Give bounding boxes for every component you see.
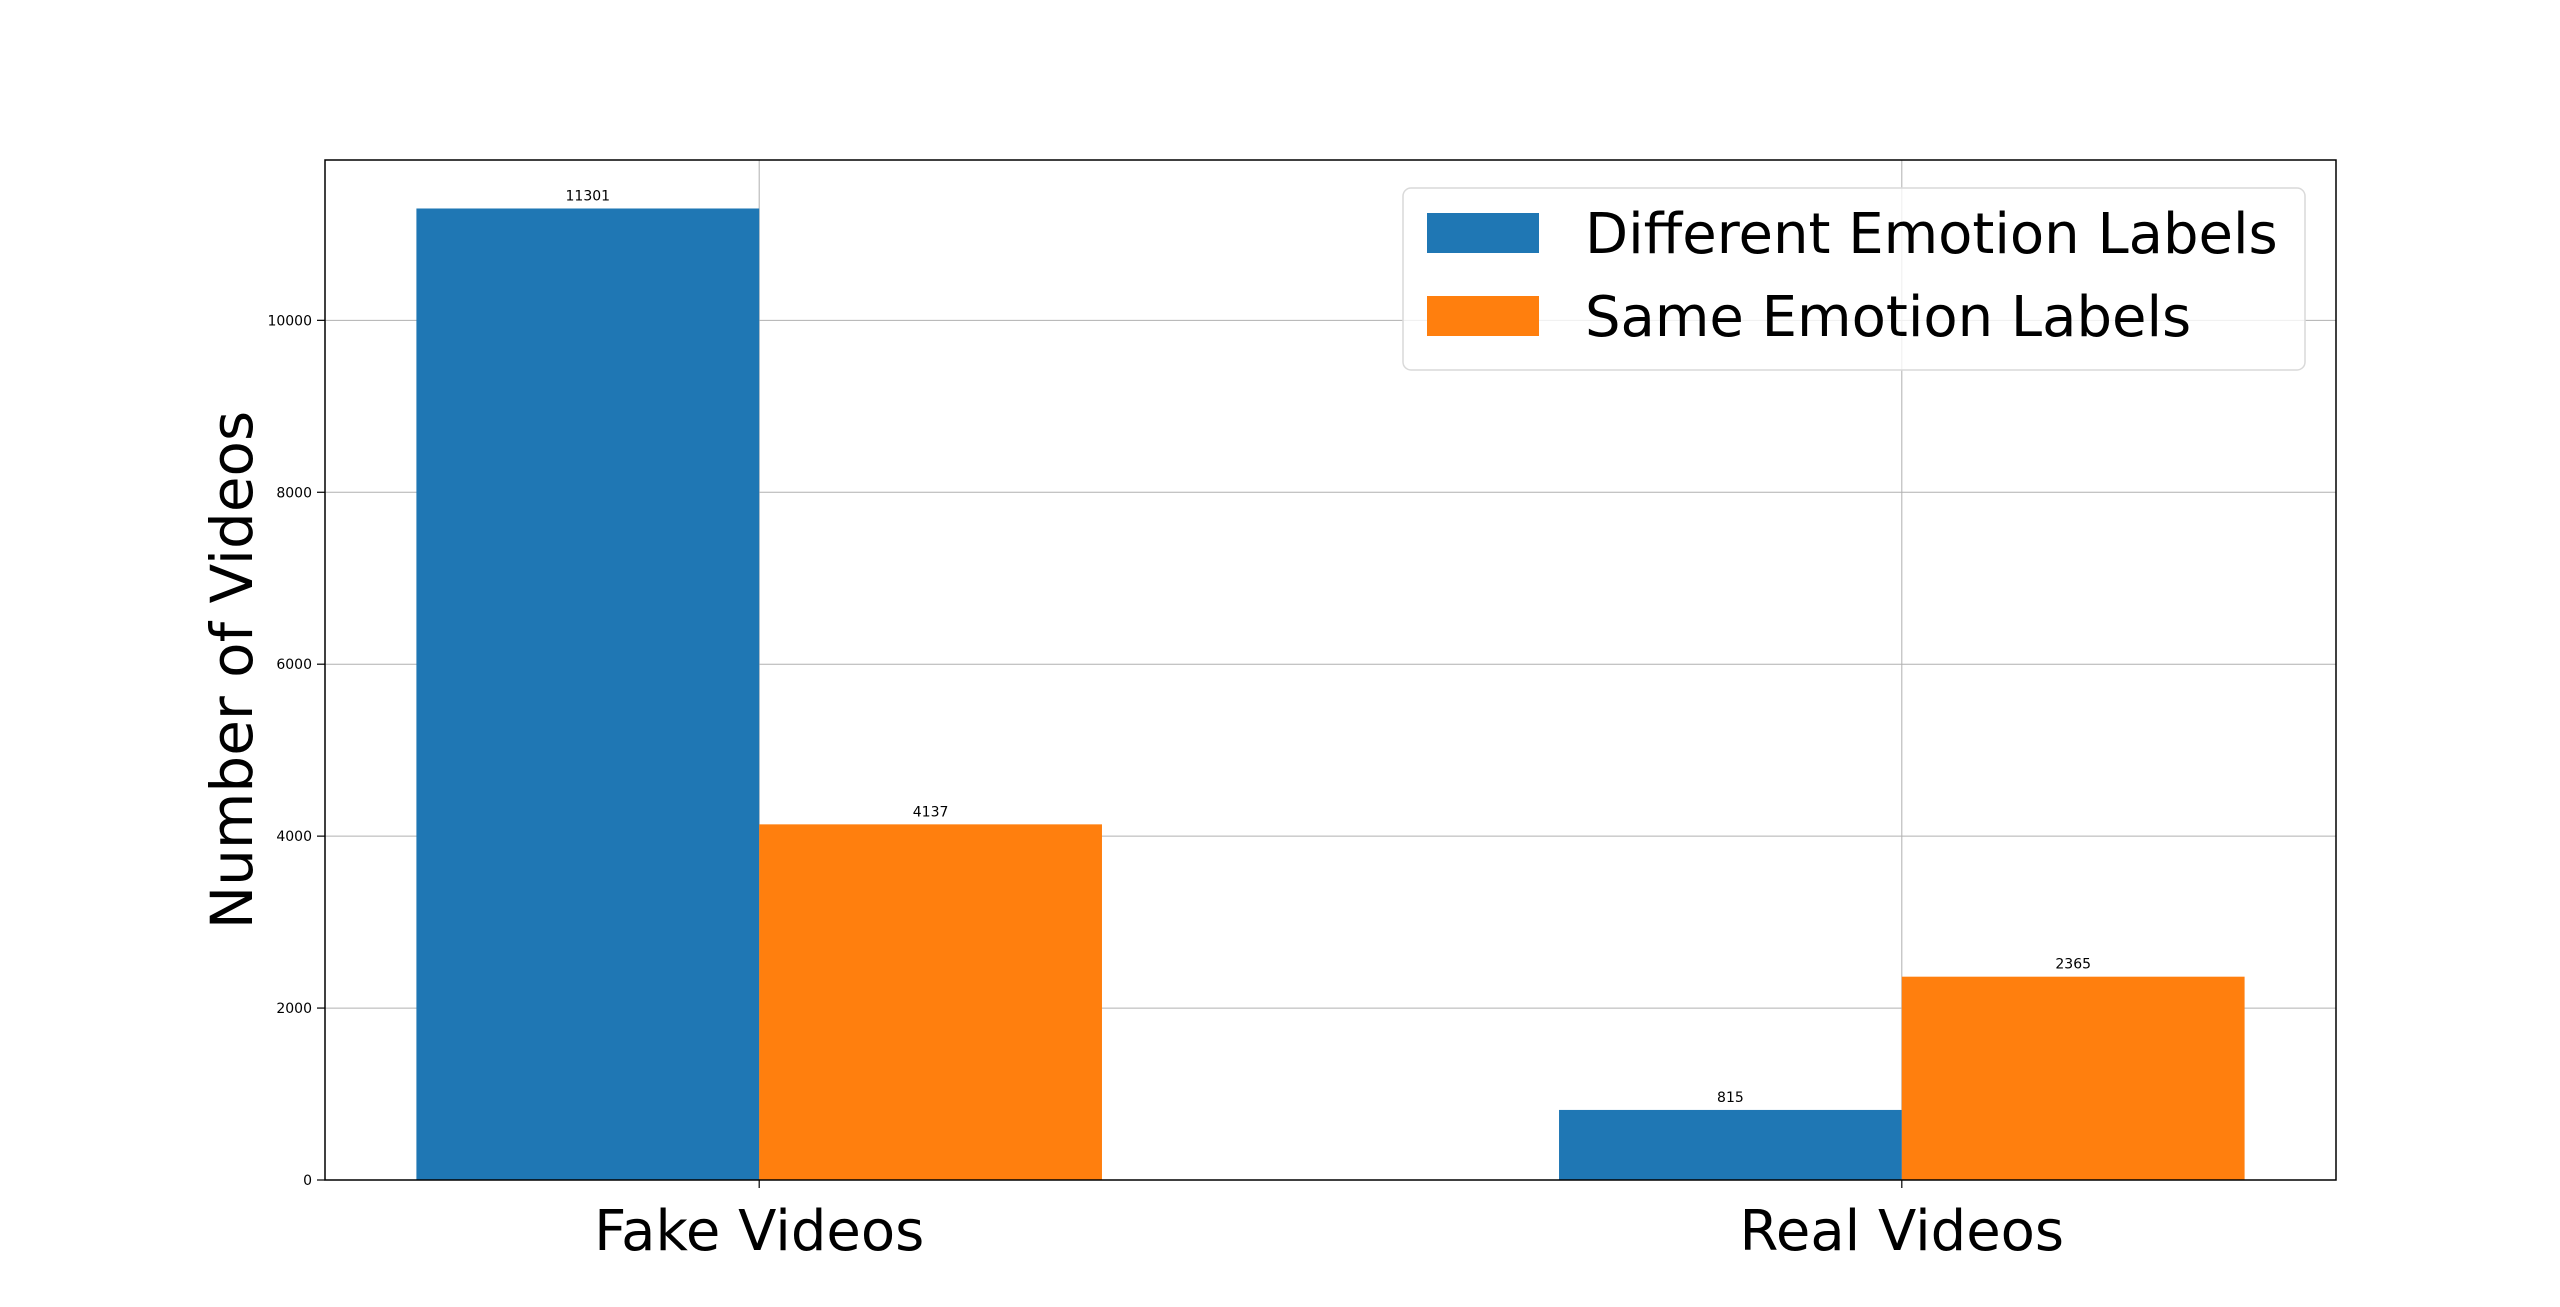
y-axis-title: Number of Videos <box>198 411 266 930</box>
bar <box>759 824 1102 1180</box>
y-axis-ticks: 0 2000 4000 6000 8000 10000 <box>267 313 325 1189</box>
bar-value-label: 4137 <box>913 804 949 820</box>
legend-box <box>1402 187 2306 371</box>
legend: Different Emotion Labels Same Emotion Lab… <box>1402 187 2306 371</box>
legend-label: Different Emotion Labels <box>1585 202 2278 267</box>
bar <box>1559 1109 1902 1180</box>
y-tick-label: 0 <box>303 1173 312 1189</box>
bars <box>416 208 2245 1180</box>
y-tick-label: 8000 <box>276 485 312 501</box>
bar-value-label: 815 <box>1717 1090 1744 1106</box>
legend-swatch <box>1427 213 1539 253</box>
bar <box>416 208 760 1180</box>
y-tick-label: 10000 <box>267 313 312 329</box>
x-tick-label: Fake Videos <box>594 1199 924 1264</box>
legend-swatch <box>1427 296 1539 336</box>
data-labels: 11301 815 4137 2365 <box>566 188 2091 1105</box>
y-tick-label: 4000 <box>276 829 312 845</box>
plot-frame <box>324 159 2337 1181</box>
y-tick-label: 2000 <box>276 1001 312 1017</box>
legend-label: Same Emotion Labels <box>1585 285 2191 350</box>
bar-value-label: 11301 <box>566 188 611 204</box>
y-tick-label: 6000 <box>276 657 312 673</box>
bar-value-label: 2365 <box>2055 957 2091 973</box>
x-axis-ticks: Fake Videos Real Videos <box>594 1180 2064 1264</box>
bar <box>1901 976 2245 1180</box>
x-tick-label: Real Videos <box>1740 1199 2065 1264</box>
